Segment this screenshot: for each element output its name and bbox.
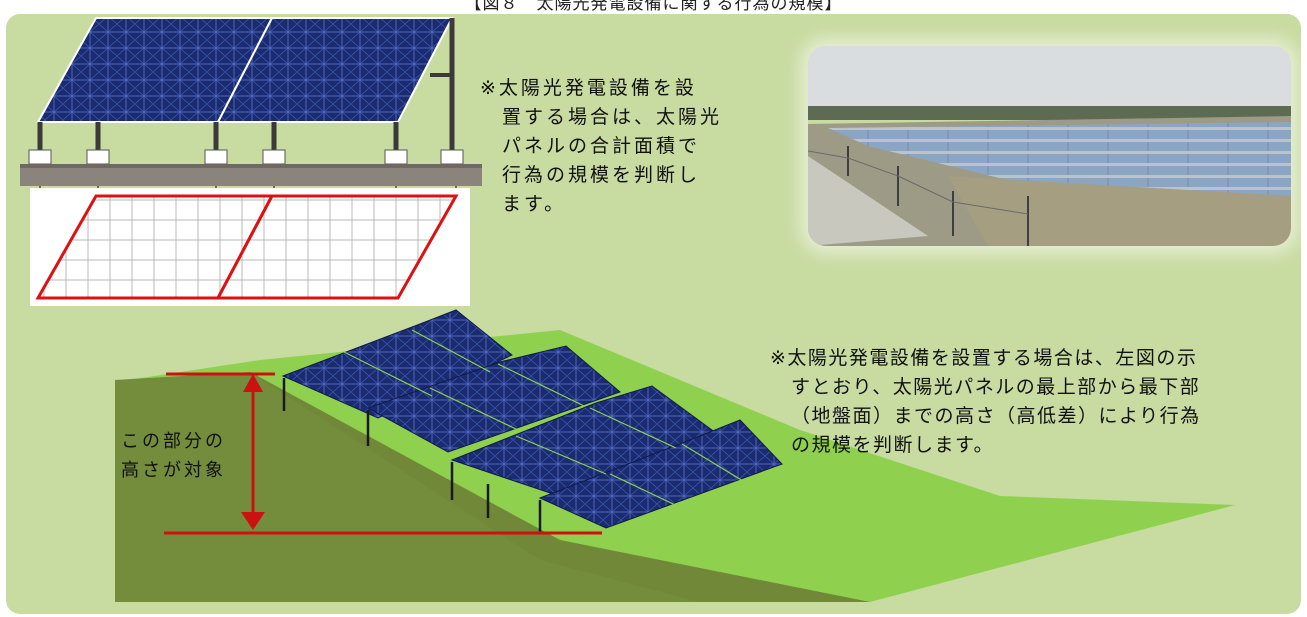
ground-bar <box>20 164 482 186</box>
note-line: （地盤面）までの高さ（高低差）により行為 <box>791 405 1201 427</box>
note-line: すとおり、太陽光パネルの最上部から最下部 <box>791 376 1201 398</box>
note-line: ※太陽光発電設備を設置する場合は、左図の示 <box>770 347 1198 369</box>
note-area-rule: ※太陽光発電設備を設 置する場合は、太陽光 パネルの合計面積で 行為の規模を判断… <box>480 74 722 219</box>
note-line: ※太陽光発電設備を設 <box>480 77 697 99</box>
note-line: ます。 <box>502 193 567 215</box>
solar-farm-photo <box>808 46 1291 246</box>
solar-panel-frame-diagram <box>20 17 482 306</box>
label-line: この部分の <box>121 431 226 452</box>
note-line: 行為の規模を判断し <box>502 164 701 186</box>
panel-rows <box>281 309 783 534</box>
height-target-label: この部分の 高さが対象 <box>121 427 226 485</box>
note-line: 置する場合は、太陽光 <box>502 106 723 128</box>
footprint-right <box>215 194 459 300</box>
height-marker <box>164 372 602 535</box>
note-line: の規模を判断します。 <box>791 434 995 456</box>
note-height-rule: ※太陽光発電設備を設置する場合は、左図の示 すとおり、太陽光パネルの最上部から最… <box>770 344 1201 460</box>
label-line: 高さが対象 <box>121 460 226 481</box>
slope-diagram <box>115 309 1235 602</box>
note-line: パネルの合計面積で <box>502 135 701 157</box>
slope-cross-section <box>115 372 870 602</box>
figure-title: 【図８ 太陽光発電設備に関する行為の規模】 <box>464 0 843 14</box>
